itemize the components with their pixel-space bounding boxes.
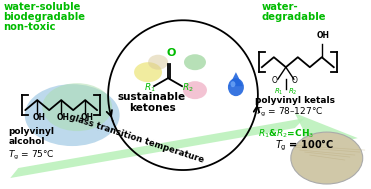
Text: $\it{T}_{\rm{g}}$ = 75°C: $\it{T}_{\rm{g}}$ = 75°C: [8, 148, 55, 162]
Text: water-soluble: water-soluble: [3, 2, 81, 12]
Text: non-toxic: non-toxic: [3, 22, 56, 32]
Text: polyvinyl ketals: polyvinyl ketals: [255, 96, 335, 105]
Text: sustainable: sustainable: [118, 92, 186, 102]
Text: OH: OH: [317, 31, 330, 40]
Text: $R_1$&$R_2$=CH$_3$: $R_1$&$R_2$=CH$_3$: [258, 127, 314, 140]
Ellipse shape: [183, 81, 207, 99]
Text: $R_2$: $R_2$: [182, 81, 194, 94]
Text: OH: OH: [56, 113, 69, 122]
Ellipse shape: [148, 55, 168, 70]
Text: alcohol: alcohol: [8, 137, 45, 146]
Ellipse shape: [230, 81, 236, 87]
Text: $\it{T}_{\rm{g}}$ = 78–127°C: $\it{T}_{\rm{g}}$ = 78–127°C: [255, 105, 324, 119]
Polygon shape: [295, 113, 358, 153]
Text: glass transition temperature: glass transition temperature: [68, 113, 205, 165]
Text: O: O: [292, 76, 298, 85]
Text: $\it{T}_{\rm{g}}$ = 100°C: $\it{T}_{\rm{g}}$ = 100°C: [275, 137, 334, 153]
Polygon shape: [10, 118, 305, 178]
Ellipse shape: [134, 62, 162, 82]
Ellipse shape: [291, 132, 363, 184]
Text: water-: water-: [262, 2, 299, 12]
Polygon shape: [229, 72, 243, 86]
Text: ketones: ketones: [129, 103, 175, 113]
Text: OH: OH: [32, 113, 45, 122]
Ellipse shape: [228, 78, 244, 96]
Text: O: O: [166, 48, 175, 58]
Text: $R_1$: $R_1$: [144, 81, 156, 94]
Text: polyvinyl: polyvinyl: [8, 127, 54, 136]
Text: $R_1$: $R_1$: [274, 87, 283, 97]
Ellipse shape: [25, 84, 119, 146]
Text: O: O: [272, 76, 278, 85]
Ellipse shape: [184, 54, 206, 70]
Text: OH: OH: [80, 113, 93, 122]
Text: $R_2$: $R_2$: [288, 87, 297, 97]
Text: biodegradable: biodegradable: [3, 12, 85, 22]
Text: degradable: degradable: [262, 12, 326, 22]
Ellipse shape: [42, 83, 112, 131]
